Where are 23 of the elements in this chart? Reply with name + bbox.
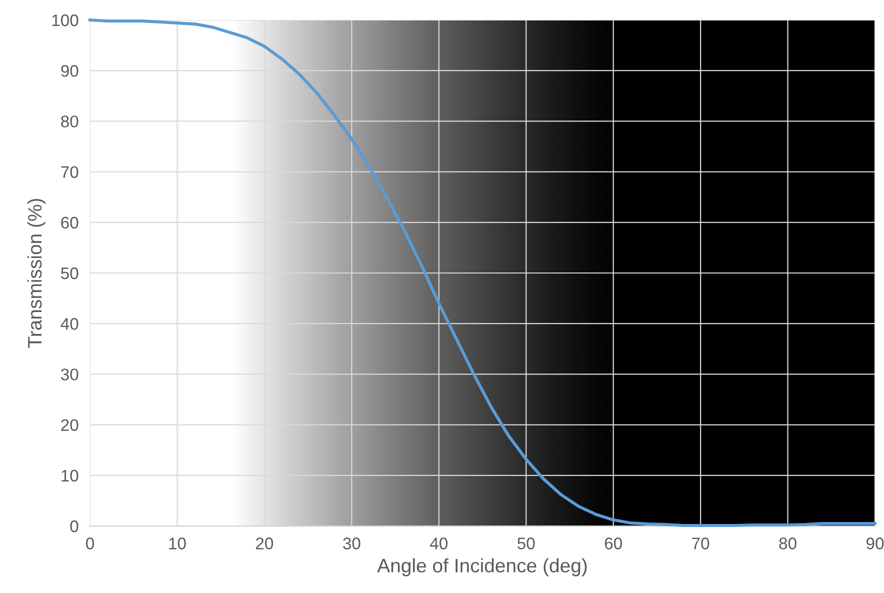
- x-tick-label: 80: [779, 538, 796, 550]
- x-tick-label: 90: [866, 538, 884, 550]
- x-tick-label: 10: [169, 538, 186, 550]
- y-tick-label: 50: [61, 267, 78, 280]
- y-tick-label: 100: [52, 14, 78, 26]
- x-tick-label: 0: [86, 538, 94, 550]
- y-tick-label: 70: [61, 166, 78, 178]
- y-tick-label: 60: [61, 216, 78, 229]
- x-tick-label: 30: [343, 538, 360, 550]
- y-tick-label: 10: [62, 470, 78, 482]
- x-tick-label: 40: [430, 538, 448, 550]
- y-tick-label: 30: [60, 368, 78, 380]
- y-tick-label: 80: [61, 116, 78, 128]
- x-tick-label: 50: [518, 538, 535, 550]
- x-axis-title: Angle of Incidence (deg): [377, 558, 587, 576]
- y-tick-label: 90: [61, 65, 78, 77]
- x-tick-label: 20: [256, 538, 274, 550]
- y-tick-label: 0: [70, 520, 78, 532]
- y-axis-title: Transmission (%): [27, 198, 46, 348]
- y-tick-label: 40: [60, 318, 78, 330]
- x-tick-label: 60: [604, 538, 622, 550]
- y-tick-label: 20: [61, 419, 78, 432]
- x-tick-label: 70: [692, 538, 710, 550]
